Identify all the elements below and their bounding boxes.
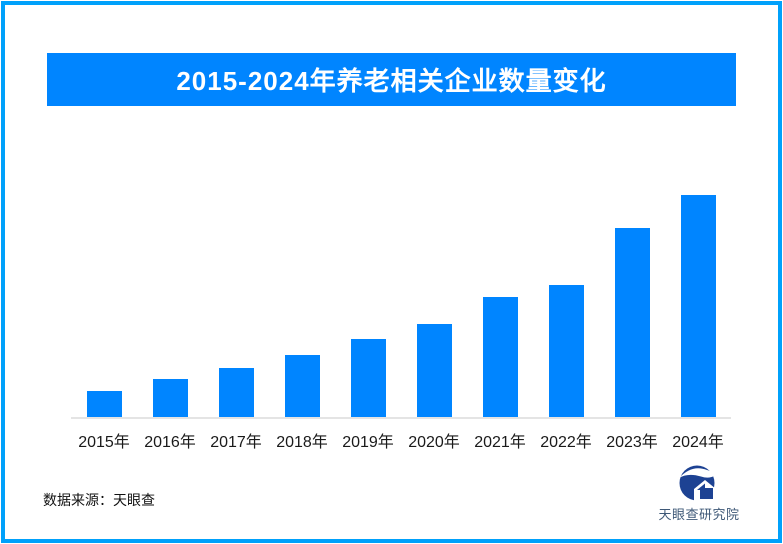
x-axis-label-2019年: 2019年 (342, 434, 394, 451)
bar-2021年 (482, 297, 518, 417)
x-axis-label-2024年: 2024年 (672, 434, 724, 451)
x-axis-label-2021年: 2021年 (474, 434, 526, 451)
x-axis-label-2017年: 2017年 (210, 434, 262, 451)
chart-title-banner: 2015-2024年养老相关企业数量变化 (47, 53, 736, 106)
bar-2020年 (416, 324, 452, 417)
bar-2024年 (680, 195, 716, 417)
publisher-logo: 天眼查研究院 (649, 463, 749, 523)
x-axis: 2015年 2016年 2017年 2018年 2019年 2020年 2021年 2022年… (71, 428, 731, 451)
bar-2015年 (86, 391, 122, 417)
data-source-note: 数据来源：天眼查 (43, 492, 155, 508)
chart-title: 2015-2024年养老相关企业数量变化 (176, 66, 607, 96)
bar-2022年 (548, 285, 584, 417)
bar-2017年 (218, 368, 254, 417)
x-axis-label-2022年: 2022年 (540, 434, 592, 451)
tianyancha-eye-logo-icon (679, 465, 722, 501)
publisher-logo-text: 天眼查研究院 (658, 507, 740, 522)
x-axis-label-2016年: 2016年 (144, 434, 196, 451)
bar-2023年 (614, 228, 650, 417)
x-axis-label-2020年: 2020年 (408, 434, 460, 451)
bar-2016年 (152, 379, 188, 417)
bar-2019年 (350, 339, 386, 417)
bar-chart-plot-area (71, 187, 731, 419)
bar-2018年 (284, 355, 320, 417)
x-axis-label-2023年: 2023年 (606, 434, 658, 451)
x-axis-label-2018年: 2018年 (276, 434, 328, 451)
x-axis-label-2015年: 2015年 (78, 434, 130, 451)
